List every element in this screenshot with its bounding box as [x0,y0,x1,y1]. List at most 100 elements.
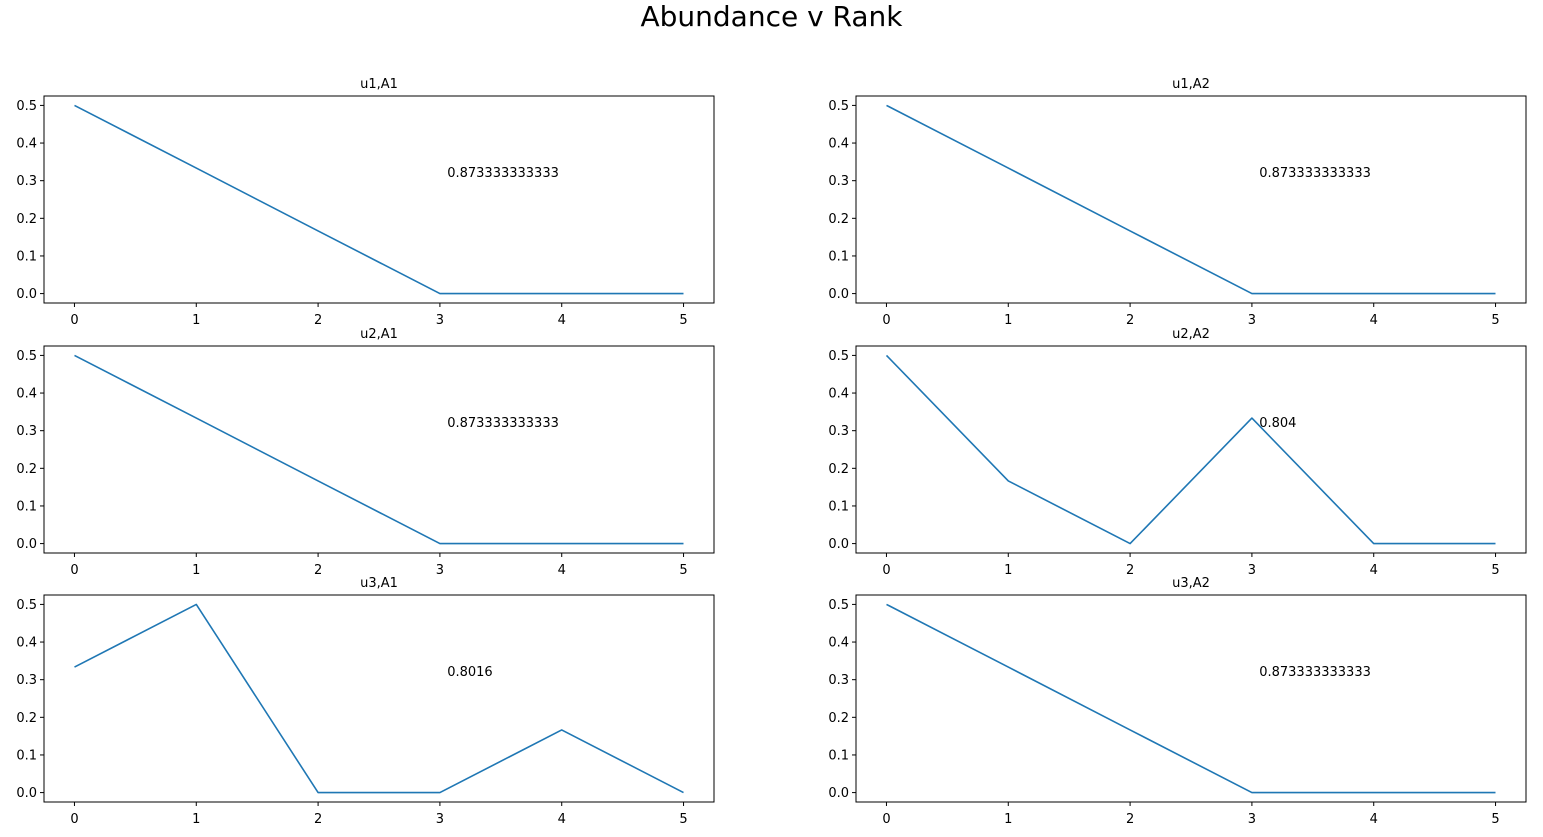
y-tick-label: 0.5 [16,349,37,364]
x-tick-label: 3 [436,313,444,328]
x-tick-label: 1 [192,812,200,827]
x-tick-label: 3 [436,812,444,827]
series-line [886,603,1496,794]
y-tick-label: 0.5 [828,99,849,114]
x-tick-label: 3 [1248,563,1256,578]
x-tick-label: 0 [882,313,890,328]
y-tick-label: 0.3 [16,673,37,688]
x-tick-label: 4 [558,812,566,827]
annotation-text: 0.873333333333 [1259,665,1371,680]
x-tick-label: 5 [1491,812,1499,827]
y-tick-label: 0.3 [828,673,849,688]
y-tick-label: 0.3 [16,424,37,439]
axes-frame [43,345,715,554]
y-tick-label: 0.1 [16,249,37,264]
y-tick-label: 0.2 [16,711,37,726]
subplot-3: u2,A1 0 1 2 3 4 5 0.0 0.1 0.2 0.3 0.4 0.5 0.873333333… [16,327,715,578]
x-tick-label: 4 [558,313,566,328]
y-tick-label: 0.0 [16,287,37,302]
y-tick-label: 0.1 [828,499,849,514]
x-tick-label: 5 [1491,563,1499,578]
y-tick-label: 0.0 [16,786,37,801]
subplot-5: u3,A1 0 1 2 3 4 5 0.0 0.1 0.2 0.3 0.4 0.5 0.8016 [16,576,715,827]
x-tick-label: 4 [1370,563,1378,578]
x-tick-label: 5 [1491,313,1499,328]
y-tick-label: 0.3 [16,174,37,189]
x-tick-label: 4 [1370,812,1378,827]
x-tick-label: 0 [70,812,78,827]
y-tick-label: 0.4 [16,387,37,402]
x-tick-label: 1 [1004,563,1012,578]
subplot-2: u1,A2 0 1 2 3 4 5 0.0 0.1 0.2 0.3 0.4 0.5 0.873333333… [828,77,1527,328]
axes-frame [43,95,715,304]
y-tick-label: 0.2 [828,212,849,227]
y-tick-label: 0.5 [828,598,849,613]
x-tick-label: 2 [314,812,322,827]
x-tick-label: 5 [679,313,687,328]
series-line [74,104,684,295]
x-tick-label: 2 [1126,563,1134,578]
annotation-text: 0.873333333333 [1259,166,1371,181]
y-tick-label: 0.1 [16,499,37,514]
y-tick-label: 0.4 [828,387,849,402]
x-tick-label: 4 [1370,313,1378,328]
x-tick-label: 3 [436,563,444,578]
x-tick-label: 3 [1248,812,1256,827]
y-tick-label: 0.5 [16,598,37,613]
annotation-text: 0.873333333333 [447,166,559,181]
x-tick-label: 1 [192,313,200,328]
annotation-text: 0.873333333333 [447,416,559,431]
subplot-title: u3,A2 [1172,576,1210,591]
axes-frame [855,95,1527,304]
series-line [74,603,684,794]
y-tick-label: 0.4 [16,137,37,152]
x-tick-label: 0 [882,812,890,827]
y-tick-label: 0.4 [828,636,849,651]
y-tick-label: 0.0 [828,287,849,302]
y-tick-label: 0.0 [828,537,849,552]
x-tick-label: 0 [882,563,890,578]
y-tick-label: 0.4 [16,636,37,651]
y-tick-label: 0.3 [828,424,849,439]
series-line [74,354,684,545]
y-tick-label: 0.0 [16,537,37,552]
figure-title: Abundance v Rank [640,0,903,33]
x-tick-label: 5 [679,563,687,578]
y-tick-label: 0.2 [828,711,849,726]
subplot-title: u2,A1 [360,327,398,342]
y-tick-label: 0.2 [16,212,37,227]
y-tick-label: 0.3 [828,174,849,189]
x-tick-label: 2 [314,563,322,578]
x-tick-label: 1 [1004,812,1012,827]
subplot-6: u3,A2 0 1 2 3 4 5 0.0 0.1 0.2 0.3 0.4 0.5 0.873333333… [828,576,1527,827]
y-tick-label: 0.2 [828,462,849,477]
x-tick-label: 4 [558,563,566,578]
x-tick-label: 2 [1126,812,1134,827]
axes-frame [855,594,1527,803]
annotation-text: 0.804 [1259,416,1296,431]
y-tick-label: 0.0 [828,786,849,801]
x-tick-label: 2 [1126,313,1134,328]
subplot-title: u1,A2 [1172,77,1210,92]
x-tick-label: 0 [70,313,78,328]
x-tick-label: 2 [314,313,322,328]
axes-frame [855,345,1527,554]
subplot-4: u2,A2 0 1 2 3 4 5 0.0 0.1 0.2 0.3 0.4 0.5 0.804 [828,327,1527,578]
y-tick-label: 0.1 [828,249,849,264]
x-tick-label: 0 [70,563,78,578]
x-tick-label: 1 [1004,313,1012,328]
y-tick-label: 0.2 [16,462,37,477]
series-line [886,104,1496,295]
x-tick-label: 1 [192,563,200,578]
y-tick-label: 0.5 [828,349,849,364]
x-tick-label: 5 [679,812,687,827]
x-tick-label: 3 [1248,313,1256,328]
y-tick-label: 0.4 [828,137,849,152]
subplot-title: u1,A1 [360,77,398,92]
y-tick-label: 0.1 [16,748,37,763]
y-tick-label: 0.1 [828,748,849,763]
subplot-title: u3,A1 [360,576,398,591]
subplot-1: u1,A1 0 1 2 3 4 5 0.0 0.1 0.2 0.3 0.4 0.5 0.873333333… [16,77,715,328]
annotation-text: 0.8016 [447,665,493,680]
